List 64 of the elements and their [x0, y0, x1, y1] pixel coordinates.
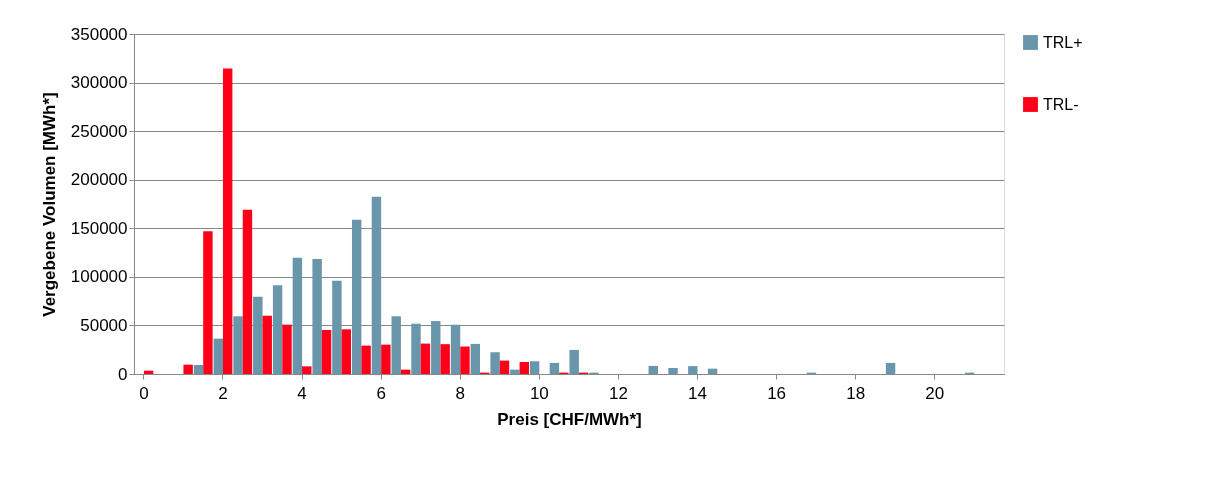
bar: [490, 352, 500, 374]
bar: [292, 257, 303, 374]
y-tick-label: 100000: [70, 267, 128, 287]
bar: [222, 68, 233, 374]
bar: [648, 365, 658, 374]
x-axis-title: Preis [CHF/MWh*]: [497, 409, 642, 429]
bar: [183, 364, 193, 374]
bar: [213, 338, 223, 374]
x-tick-label: 14: [688, 383, 707, 403]
bar: [332, 280, 342, 374]
y-tick-label: 50000: [80, 315, 128, 335]
bar: [321, 329, 332, 374]
bar: [499, 360, 510, 374]
bar: [262, 315, 272, 374]
bar: [420, 343, 431, 374]
x-tick-label: 0: [139, 383, 149, 403]
legend-label: TRL-: [1043, 95, 1079, 113]
bar: [341, 329, 352, 374]
x-tick-label: 10: [529, 383, 549, 403]
bar: [519, 361, 529, 374]
bar: [460, 346, 470, 374]
bar: [371, 196, 382, 374]
bar: [431, 321, 441, 374]
bar: [450, 324, 461, 374]
bar: [668, 367, 678, 374]
bar: [688, 366, 698, 374]
y-tick-label: 350000: [70, 24, 128, 44]
bar: [885, 362, 896, 374]
bar: [242, 209, 253, 374]
bar: [282, 324, 292, 374]
y-tick-label: 300000: [70, 73, 128, 93]
bar: [411, 323, 421, 374]
bar: [351, 219, 362, 374]
bar: [193, 364, 204, 374]
bar: [312, 258, 322, 374]
y-tick-label: 0: [118, 364, 128, 384]
x-tick-label: 2: [218, 383, 228, 403]
bar: [440, 344, 450, 374]
y-tick-label: 250000: [70, 121, 128, 141]
x-tick-label: 16: [767, 383, 787, 403]
x-tick-label: 8: [455, 383, 465, 403]
x-tick-label: 4: [297, 383, 307, 403]
bar: [510, 369, 520, 374]
x-tick-label: 6: [376, 383, 386, 403]
bar: [529, 361, 540, 374]
bar: [253, 296, 263, 374]
bar: [707, 368, 718, 374]
x-tick-label: 20: [925, 383, 945, 403]
bar: [381, 344, 391, 374]
bar: [569, 349, 579, 374]
bar: [361, 345, 371, 374]
y-tick-label: 200000: [70, 170, 128, 190]
bar: [549, 362, 560, 374]
bar: [233, 316, 243, 374]
legend-label: TRL+: [1043, 33, 1083, 51]
bar: [203, 231, 213, 374]
y-tick-label: 150000: [70, 218, 128, 238]
bar: [391, 316, 401, 374]
bar: [302, 366, 312, 374]
bar: [470, 343, 481, 374]
bar: [272, 285, 283, 374]
x-tick-label: 18: [846, 383, 866, 403]
y-axis-title: Vergebene Volumen [MWh*]: [39, 92, 59, 317]
x-tick-label: 12: [608, 383, 628, 403]
